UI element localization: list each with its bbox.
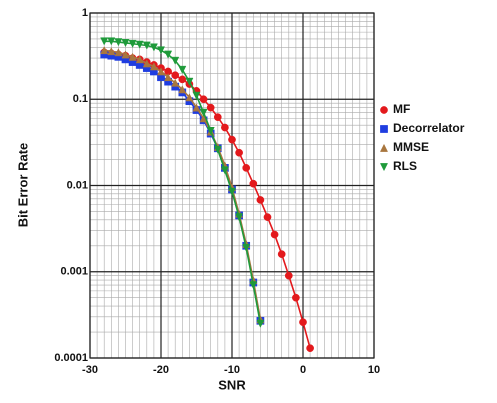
marker [178,85,187,94]
legend-label: Decorrelator [393,121,465,135]
marker [192,103,201,112]
legend-label: MF [393,102,410,116]
marker [100,46,109,55]
marker [171,71,180,80]
marker [142,41,151,50]
marker [114,38,123,47]
marker [249,281,258,290]
marker [263,213,272,221]
marker [156,67,166,76]
marker [292,293,300,302]
marker [242,243,251,252]
y-tick-label: 0.0001 [54,352,88,364]
marker [156,46,166,55]
marker [270,230,279,239]
x-tick-label: 0 [300,364,306,376]
marker [142,59,151,68]
marker [171,56,180,65]
x-tick-label: 10 [368,364,380,376]
marker [114,48,123,57]
marker [213,113,222,122]
marker [249,179,258,188]
x-tick-label: -10 [224,364,240,376]
marker [199,108,208,117]
marker [235,148,243,157]
marker [149,43,158,52]
x-tick-label: -20 [153,364,169,376]
marker [199,95,208,104]
marker [149,62,158,71]
marker [107,37,116,46]
y-tick-label: 0.001 [60,266,88,278]
marker [284,271,293,280]
series-line [104,51,311,349]
marker [242,164,251,172]
legend-label: RLS [393,159,417,173]
marker [135,55,144,64]
marker [306,344,314,353]
marker [380,125,388,133]
marker [164,50,173,59]
marker [221,123,229,132]
marker [164,73,173,82]
y-axis-label: Bit Error Rate [15,143,30,228]
marker [128,39,137,48]
marker [220,166,229,175]
marker [256,196,265,204]
marker [178,65,187,74]
y-tick-label: 0.01 [67,179,88,191]
marker [206,127,215,136]
marker [299,318,307,327]
series [100,37,265,328]
marker [128,52,137,61]
legend-label: MMSE [393,140,429,154]
x-tick-label: -30 [82,364,98,376]
x-axis-label: SNR [218,377,246,392]
marker [135,40,144,49]
marker [228,135,236,144]
y-tick-label: 0.1 [73,93,88,105]
marker [121,50,130,59]
marker [380,106,388,114]
marker [235,213,244,222]
marker [213,145,222,154]
marker [379,143,389,152]
marker [185,77,194,86]
marker [100,37,109,46]
plot-frame [89,12,375,359]
marker [192,91,201,100]
marker [227,187,237,196]
marker [277,250,286,258]
marker [178,75,187,84]
marker [256,319,265,328]
marker [185,93,194,102]
marker [107,47,116,56]
marker [379,163,389,172]
y-tick-label: 1 [82,7,88,19]
marker [121,39,130,48]
marker [206,103,215,112]
marker [171,78,180,87]
